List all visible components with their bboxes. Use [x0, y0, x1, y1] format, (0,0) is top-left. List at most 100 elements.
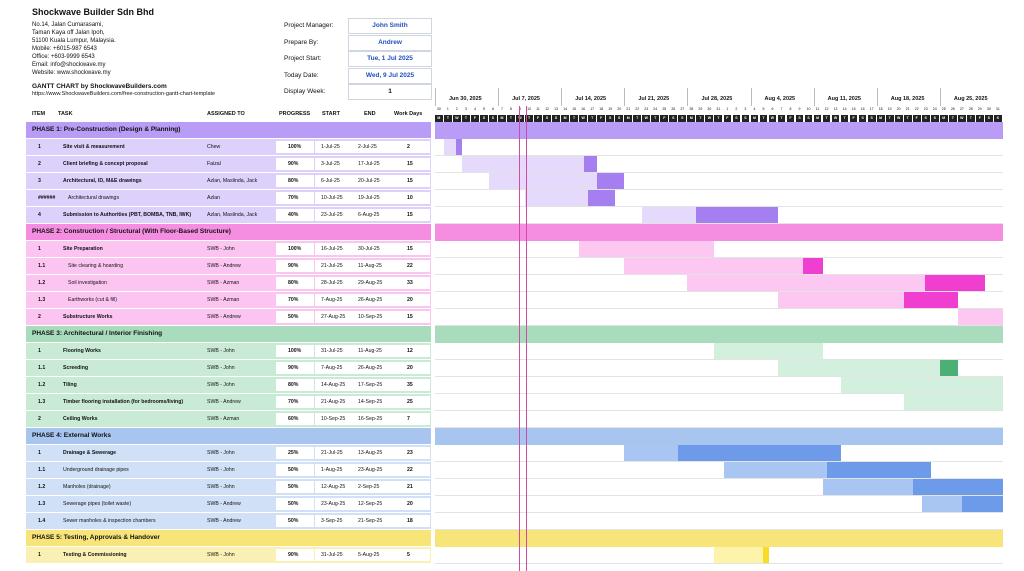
task-name[interactable]: Underground drainage pipes: [63, 467, 129, 473]
email-line: Email: info@shockwave.my: [32, 62, 106, 68]
day-number: 21: [626, 107, 631, 111]
gantt-task-row: [435, 173, 1003, 190]
task-name[interactable]: Ceiling Works: [63, 416, 98, 422]
project-manager-field[interactable]: John Smith: [348, 18, 432, 34]
task-row[interactable]: 1.3 Earthworks (cut & fill) SWB - Azman 70%…: [26, 292, 431, 309]
task-name[interactable]: Tiling: [63, 382, 77, 388]
end-date: 26-Aug-25: [358, 297, 383, 303]
task-row[interactable]: 1.1 Site clearing & hoarding SWB - Andrew 9…: [26, 258, 431, 275]
gantt-progress: [456, 139, 463, 155]
gantt-bar[interactable]: [957, 309, 1003, 325]
task-name[interactable]: Timber flooring installation (for bedroo…: [63, 399, 184, 405]
task-name[interactable]: Flooring Works: [63, 348, 101, 354]
gantt-bar[interactable]: [714, 547, 769, 563]
task-row[interactable]: 1 Site Preparation SWB - John 100% 16-Jul-25…: [26, 241, 431, 258]
gantt-bar[interactable]: [579, 241, 715, 257]
day-number: 12: [824, 107, 829, 111]
task-name[interactable]: Site Preparation: [63, 246, 103, 252]
task-row[interactable]: 2 Substructure Works SWB - Andrew 50% 27-Aug…: [26, 309, 431, 326]
assigned-to: Chew: [207, 144, 221, 150]
cell-background: [315, 481, 353, 493]
day-letter: S: [741, 115, 750, 122]
gantt-bar[interactable]: [462, 156, 598, 172]
cell-background: [315, 515, 353, 527]
cell-background: [315, 396, 353, 408]
item-number: 1: [38, 246, 41, 252]
prepared-by-field[interactable]: Andrew: [348, 34, 432, 51]
day-letter: M: [561, 115, 569, 122]
address-line: Taman Kaya off Jalan Ipoh,: [32, 30, 105, 36]
gantt-bar[interactable]: [642, 207, 778, 223]
gantt-bar[interactable]: [777, 360, 958, 376]
task-name[interactable]: Substructure Works: [63, 314, 113, 320]
phase-header-row[interactable]: PHASE 5: Testing, Approvals & Handover: [26, 530, 431, 547]
gantt-bar[interactable]: [444, 139, 463, 155]
task-name[interactable]: Client briefing & concept proposal: [63, 161, 148, 167]
gantt-bar[interactable]: [777, 292, 958, 308]
task-name[interactable]: Testing & Commissioning: [63, 552, 127, 558]
phase-header-row[interactable]: PHASE 2: Construction / Structural (With…: [26, 224, 431, 241]
task-row[interactable]: 2 Ceiling Works SWB - Azman 60% 10-Sep-25 16-…: [26, 411, 431, 428]
display-week-field[interactable]: 1: [348, 84, 432, 100]
task-row[interactable]: 1.2 Tiling SWB - John 80% 14-Aug-25 17-Sep-25…: [26, 377, 431, 394]
gantt-bar[interactable]: [525, 190, 616, 206]
task-name[interactable]: Sewer manholes & inspection chambers: [63, 518, 156, 524]
phase-header-row[interactable]: PHASE 1: Pre-Construction (Design & Plan…: [26, 122, 431, 139]
gantt-bar[interactable]: [822, 479, 1003, 495]
day-letter: S: [732, 115, 741, 122]
website-line: Website: www.shockwave.my: [32, 70, 111, 76]
task-row[interactable]: 1.2 Soil investigation SWB - Azman 80% 28-Ju…: [26, 275, 431, 292]
task-row[interactable]: 1.3 Timber flooring installation (for bed…: [26, 394, 431, 411]
task-row[interactable]: 2 Client briefing & concept proposal Faiza…: [26, 156, 431, 173]
task-row[interactable]: 1 Testing & Commissioning SWB - John 90% 31-…: [26, 547, 431, 564]
task-row[interactable]: 1.2 Manholes (drainage) SWB - John 50% 12-Au…: [26, 479, 431, 496]
task-name[interactable]: Site visit & measurement: [63, 144, 125, 150]
task-row[interactable]: 1.1 Screeding SWB - John 90% 7-Aug-25 26-Aug-…: [26, 360, 431, 377]
gantt-bar[interactable]: [723, 462, 931, 478]
task-row[interactable]: 1 Site visit & measurement Chew 100% 1-Jul-2…: [26, 139, 431, 156]
day-number: 21: [905, 107, 910, 111]
phase-header-row[interactable]: PHASE 4: External Works: [26, 428, 431, 445]
credit-url[interactable]: https://www.ShockwaveBuilders.com/free-c…: [32, 91, 216, 97]
today-date-field[interactable]: Wed, 9 Jul 2025: [348, 67, 432, 84]
task-row[interactable]: 3 Architectural, ID, M&E drawings Azlan, M…: [26, 173, 431, 190]
item-number: 3: [38, 178, 41, 184]
task-name[interactable]: Screeding: [63, 365, 89, 371]
task-row[interactable]: 1.4 Sewer manholes & inspection chambers S…: [26, 513, 431, 530]
gantt-bar[interactable]: [687, 275, 985, 291]
task-row[interactable]: 1 Drainage & Sewerage SWB - John 25% 21-Jul-…: [26, 445, 431, 462]
gantt-bar[interactable]: [489, 173, 625, 189]
progress-value: 100%: [288, 348, 302, 354]
gantt-task-row: [435, 479, 1003, 496]
task-name[interactable]: Architectural drawings: [68, 195, 120, 201]
task-name[interactable]: Manholes (drainage): [63, 484, 111, 490]
task-name[interactable]: Soil investigation: [68, 280, 107, 286]
gantt-bar[interactable]: [624, 445, 841, 461]
task-row[interactable]: 1.3 Sewerage pipes (toilet waste) SWB - An…: [26, 496, 431, 513]
day-letter: S: [480, 115, 488, 122]
task-row[interactable]: 4 Submission to Authorities (PBT, BOMBA, …: [26, 207, 431, 224]
gantt-bar[interactable]: [714, 343, 823, 359]
gantt-bar[interactable]: [624, 258, 823, 274]
gantt-bar[interactable]: [903, 394, 1003, 410]
phase-header-row[interactable]: PHASE 3: Architectural / Interior Finish…: [26, 326, 431, 343]
day-letter: T: [759, 115, 768, 122]
cell-background: [353, 481, 397, 493]
cell-background: [353, 243, 397, 255]
task-row[interactable]: ###### Architectural drawings Azlan 70% 10-J…: [26, 190, 431, 207]
day-letter: M: [876, 115, 885, 122]
task-name[interactable]: Sewerage pipes (toilet waste): [63, 501, 132, 507]
task-row[interactable]: 1.1 Underground drainage pipes SWB - John 5…: [26, 462, 431, 479]
project-start-field[interactable]: Tue, 1 Jul 2025: [348, 51, 432, 67]
gantt-bar[interactable]: [840, 377, 1003, 393]
task-name[interactable]: Drainage & Sewerage: [63, 450, 117, 456]
task-name[interactable]: Architectural, ID, M&E drawings: [63, 178, 142, 184]
end-date: 6-Aug-25: [358, 212, 380, 218]
task-name[interactable]: Submission to Authorities (PBT, BOMBA, T…: [63, 212, 192, 218]
day-letter: W: [831, 115, 840, 122]
day-letter: S: [615, 115, 624, 122]
task-name[interactable]: Earthworks (cut & fill): [68, 297, 118, 303]
task-name[interactable]: Site clearing & hoarding: [68, 263, 124, 269]
task-row[interactable]: 1 Flooring Works SWB - John 100% 31-Jul-25 11…: [26, 343, 431, 360]
gantt-bar[interactable]: [921, 496, 1003, 512]
